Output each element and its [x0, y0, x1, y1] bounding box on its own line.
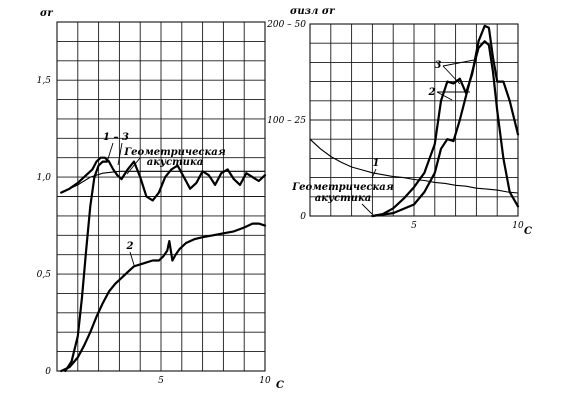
annotation-line2: акустика	[315, 193, 371, 204]
y-tick-label: 0	[45, 367, 51, 377]
y-tick-label: 0	[300, 212, 306, 222]
leader-line	[361, 203, 373, 215]
y-axis-label: σr	[40, 8, 53, 19]
leader-line	[117, 142, 123, 166]
x-axis-label: C	[524, 226, 532, 237]
series-1	[309, 138, 519, 194]
leader-line	[129, 251, 135, 266]
leader-line	[442, 59, 475, 67]
series-2	[371, 40, 520, 218]
series-2	[60, 222, 267, 373]
leader-line	[106, 142, 114, 163]
annotation-line1: Геометрическая	[291, 182, 393, 193]
series-label-1-3: 1 – 3	[103, 132, 129, 143]
plot-frame	[56, 21, 266, 372]
x-axis-label: C	[276, 380, 284, 391]
series-rise	[64, 160, 108, 373]
y-tick-label: 0,5	[37, 270, 52, 280]
x-tick-label: 10	[259, 376, 271, 386]
y-axis-label: σизл σr	[290, 6, 335, 17]
y-tick-label: 1,0	[37, 173, 52, 183]
annotation-line1: Геометрическая	[123, 147, 225, 158]
leader-line	[371, 168, 377, 179]
right-chart: 0 100 – 25 200 – 50 5 10 σизл σr C 3 2 1 Геометрич…	[266, 6, 532, 237]
series-label-2: 2	[126, 241, 134, 252]
y-tick-label: 1,5	[37, 76, 52, 86]
series-3	[371, 24, 520, 218]
series-label-1: 1	[373, 158, 380, 169]
annotation-line2: акустика	[147, 157, 203, 168]
series-label-2: 2	[428, 87, 436, 98]
left-chart: 0 0,5 1,0 1,5 5 10 σr C 1 – 3 Геометрическаяакуст…	[37, 8, 284, 391]
y-tick-label: 200 – 50	[266, 20, 306, 30]
series-geometric-acoustics	[60, 170, 265, 194]
leader-line	[442, 65, 461, 85]
y-tick-label: 100 – 25	[267, 116, 306, 126]
series-label-3: 3	[435, 60, 442, 71]
x-tick-label: 5	[158, 376, 164, 386]
x-tick-label: 5	[411, 221, 417, 231]
leader-line	[126, 157, 141, 175]
plot-frame	[309, 23, 519, 217]
series-1-3	[60, 156, 267, 202]
x-tick-label: 10	[512, 221, 524, 231]
leader-line	[436, 91, 453, 101]
